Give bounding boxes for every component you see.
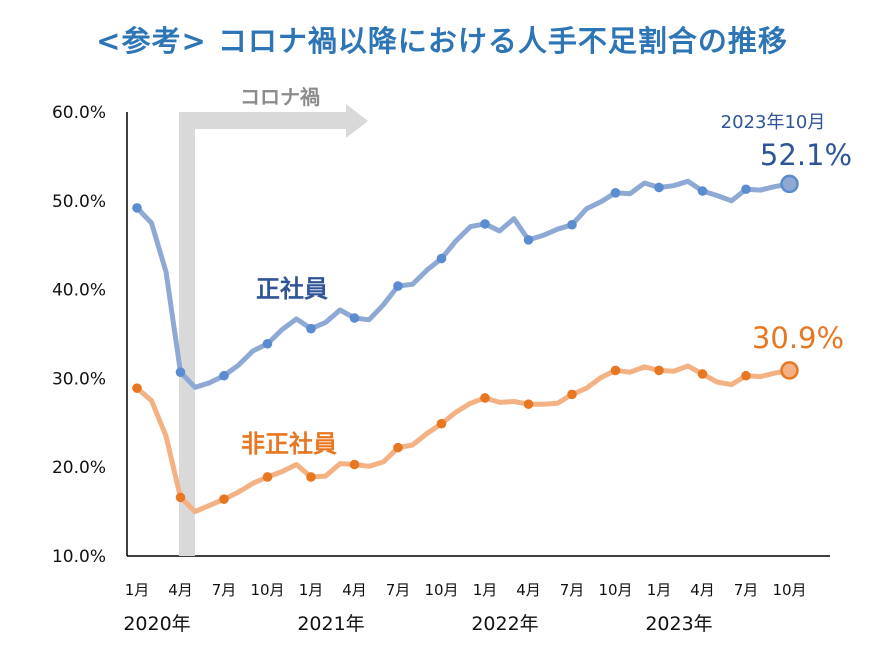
- data-point: [393, 281, 403, 291]
- data-point: [306, 323, 316, 334]
- year-label: 2021年: [297, 613, 364, 635]
- x-tick-label: 10月: [598, 581, 632, 599]
- x-tick-label: 4月: [516, 581, 541, 599]
- series-line-nonregular: [134, 363, 792, 515]
- data-point: [219, 494, 229, 504]
- year-label: 2022年: [471, 613, 538, 635]
- x-tick-label: 7月: [734, 581, 759, 599]
- series-label-regular: 正社員: [256, 275, 328, 303]
- data-point: [480, 393, 490, 403]
- data-point: [175, 367, 186, 377]
- x-tick-label: 7月: [560, 581, 585, 599]
- data-point: [132, 383, 142, 393]
- y-tick-label: 30.0%: [52, 369, 106, 389]
- data-point: [697, 369, 708, 379]
- data-point: [697, 186, 708, 196]
- y-tick-label: 20.0%: [52, 458, 106, 478]
- data-point: [436, 418, 447, 429]
- x-tick-label: 1月: [647, 581, 672, 599]
- data-point: [480, 219, 490, 229]
- x-tick-label: 1月: [473, 581, 498, 599]
- end-point-marker: [780, 174, 799, 194]
- data-point: [610, 365, 621, 376]
- data-point: [393, 442, 403, 453]
- data-point: [610, 188, 621, 198]
- x-tick-label: 10月: [250, 581, 284, 599]
- data-point: [523, 399, 534, 409]
- end-point-marker: [780, 361, 799, 380]
- covid-band: [179, 112, 195, 556]
- data-point: [436, 253, 447, 264]
- year-label: 2020年: [123, 613, 190, 635]
- data-point: [349, 459, 360, 470]
- y-tick-label: 50.0%: [52, 192, 106, 212]
- series-line-regular: [134, 178, 792, 390]
- covid-arrow-head: [346, 104, 368, 138]
- year-label: 2023年: [645, 613, 712, 635]
- x-tick-label: 1月: [125, 581, 150, 599]
- data-point: [132, 203, 142, 213]
- data-point: [262, 338, 273, 349]
- annotation-date: 2023年10月: [721, 112, 826, 133]
- data-point: [654, 182, 664, 193]
- data-point: [741, 370, 751, 381]
- series-label-nonregular: 非正社員: [241, 430, 337, 458]
- x-tick-label: 7月: [386, 581, 411, 599]
- data-point: [262, 472, 273, 482]
- data-point: [175, 492, 186, 503]
- data-point: [349, 313, 360, 323]
- x-tick-label: 10月: [772, 581, 806, 599]
- x-tick-label: 1月: [299, 581, 324, 599]
- data-point: [567, 389, 577, 400]
- annotation-regular-value: 52.1%: [760, 138, 852, 172]
- x-tick-label: 4月: [168, 581, 193, 599]
- x-tick-label: 7月: [212, 581, 237, 599]
- x-tick-label: 4月: [342, 581, 367, 599]
- data-point: [654, 365, 664, 376]
- chart-title: <参考> コロナ禍以降における人手不足割合の推移: [96, 24, 788, 58]
- covid-label: コロナ禍: [240, 85, 320, 109]
- y-tick-label: 10.0%: [52, 547, 106, 567]
- x-tick-label: 10月: [424, 581, 458, 599]
- data-point: [741, 184, 751, 195]
- x-tick-label: 4月: [690, 581, 715, 599]
- annotation-nonregular-value: 30.9%: [752, 321, 844, 355]
- y-tick-label: 60.0%: [52, 103, 106, 123]
- covid-arrow-shaft: [179, 112, 349, 129]
- data-point: [306, 472, 316, 482]
- y-tick-label: 40.0%: [52, 281, 106, 301]
- data-point: [523, 235, 534, 245]
- data-point: [219, 370, 229, 381]
- data-point: [567, 219, 577, 230]
